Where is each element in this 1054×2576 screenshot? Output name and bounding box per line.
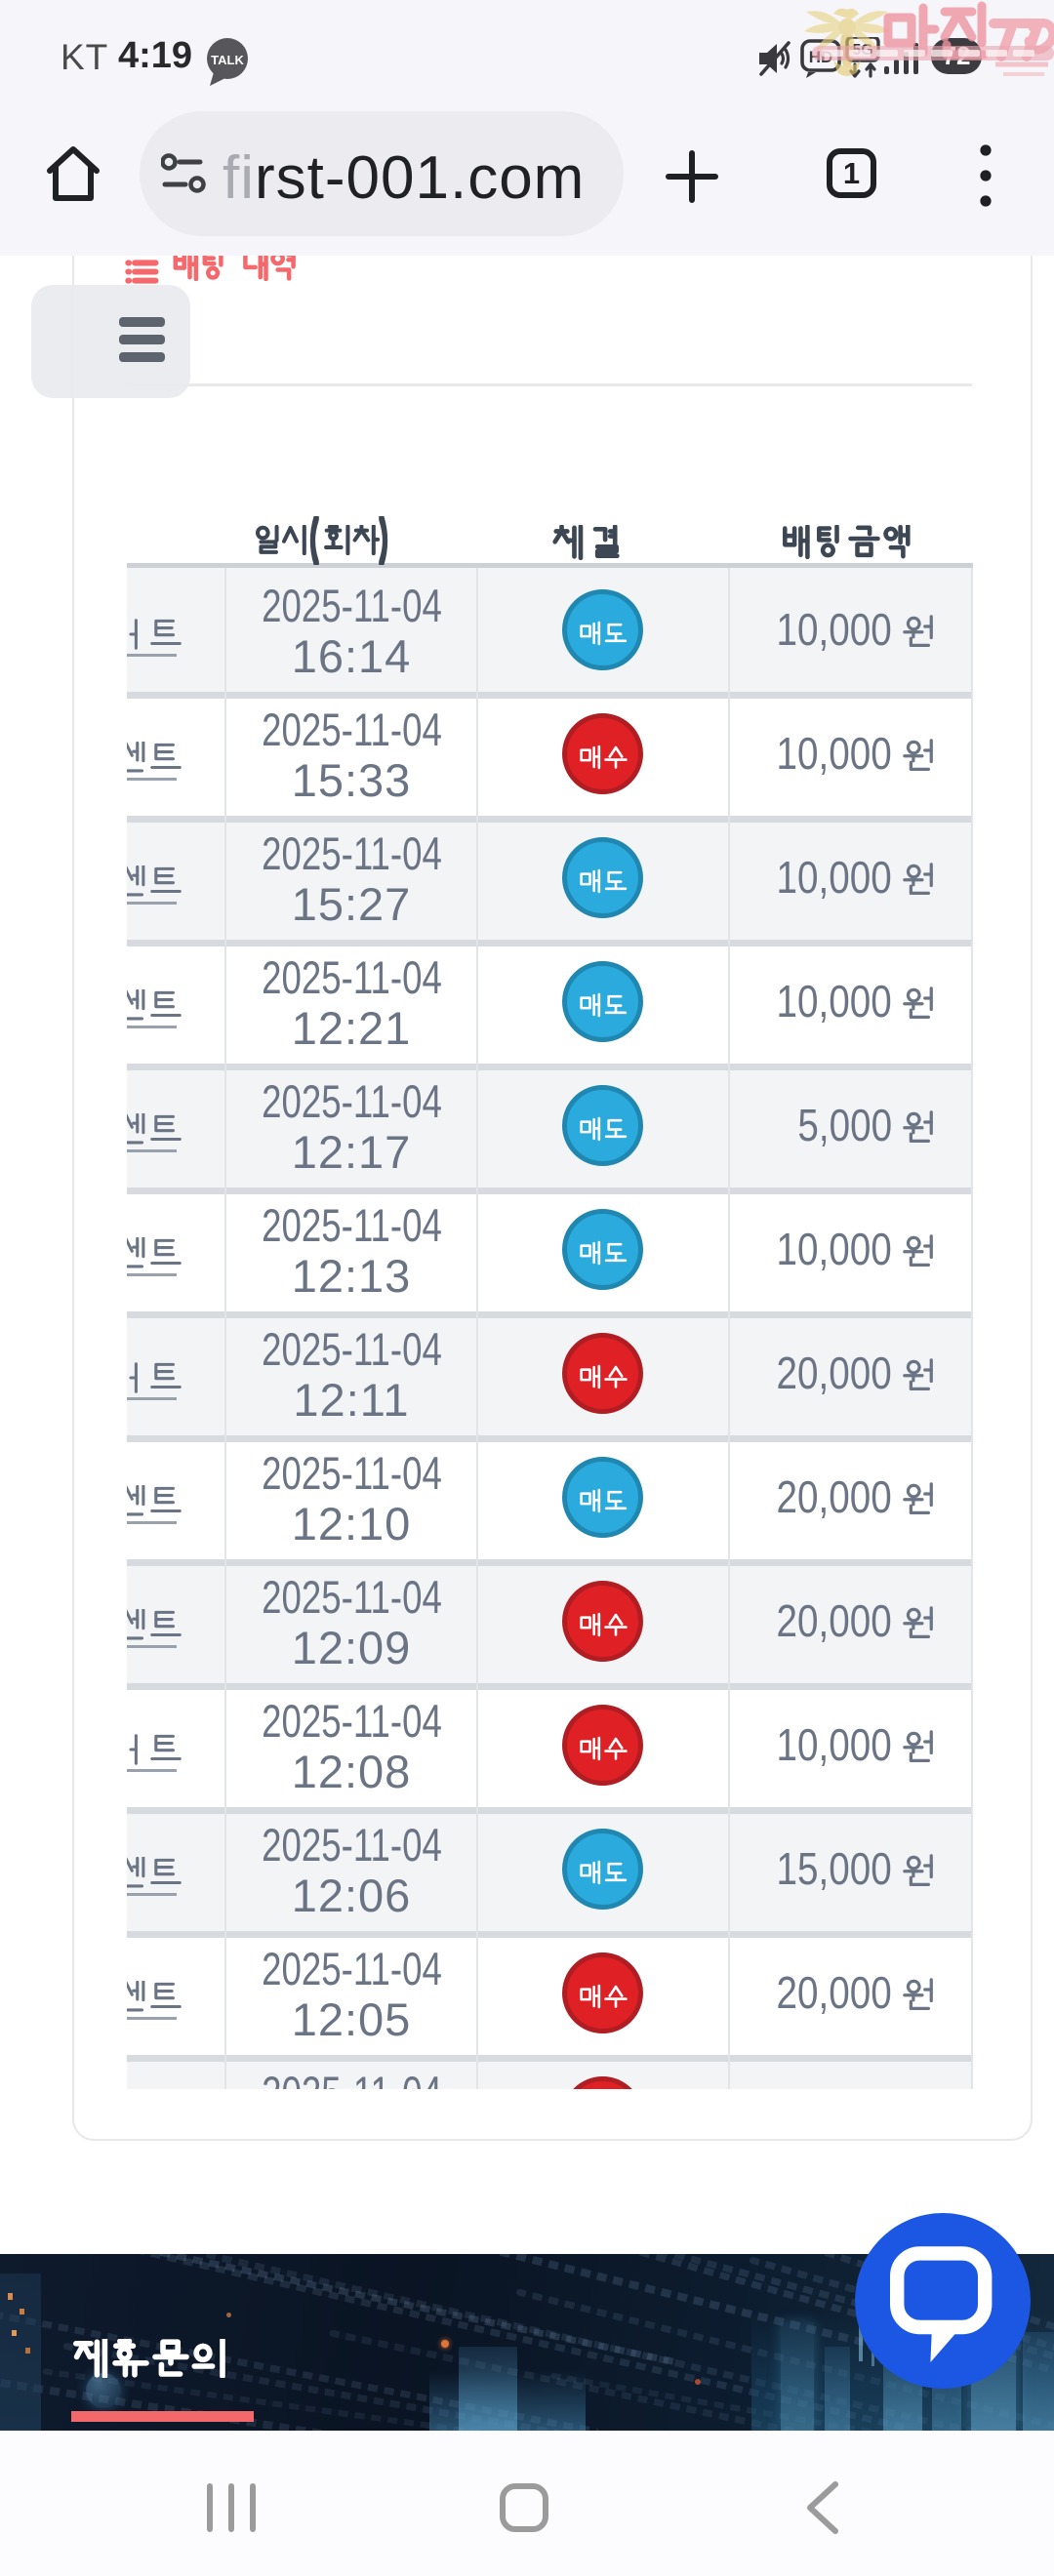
svg-text:5G: 5G [852, 42, 872, 59]
svg-text:HD: HD [809, 48, 833, 66]
svg-text:TALK: TALK [211, 53, 244, 67]
